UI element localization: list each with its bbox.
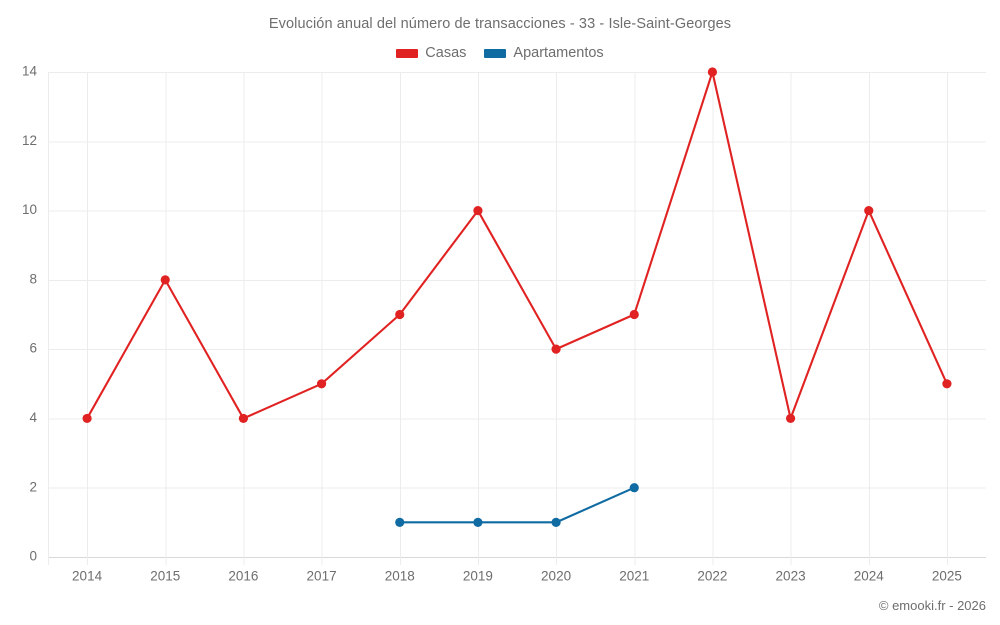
series-line-apartamentos xyxy=(398,486,636,524)
data-series-layer xyxy=(82,67,952,527)
x-axis-tick-label: 2015 xyxy=(150,569,180,584)
x-axis-tick-label: 2021 xyxy=(619,569,649,584)
copyright-credit: © emooki.fr - 2026 xyxy=(878,598,986,613)
gridlines xyxy=(48,72,986,565)
data-point-casas[interactable] xyxy=(551,344,561,354)
data-point-apartamentos[interactable] xyxy=(629,483,639,493)
x-axis-tick-label: 2017 xyxy=(307,569,337,584)
data-point-casas[interactable] xyxy=(785,413,796,424)
legend-swatch-casas xyxy=(396,48,419,58)
data-point-casas[interactable] xyxy=(395,309,405,320)
data-point-casas[interactable] xyxy=(82,413,92,424)
x-axis-tick-label: 2016 xyxy=(228,569,258,584)
data-point-casas[interactable] xyxy=(160,275,170,285)
x-axis-tick-label: 2019 xyxy=(463,569,493,584)
x-axis-tick-label: 2022 xyxy=(697,569,727,584)
data-point-casas[interactable] xyxy=(473,205,483,216)
y-axis-tick-label: 10 xyxy=(22,202,37,217)
x-axis-tick-labels: 2014 2015 2016 2017 2018 2019 2020 2021 2022 2023… xyxy=(72,569,962,584)
legend-swatch-apartamentos xyxy=(484,48,507,58)
y-axis-tick-label: 4 xyxy=(29,410,37,425)
data-point-apartamentos[interactable] xyxy=(395,517,405,527)
y-axis-tick-label: 2 xyxy=(29,479,37,494)
y-axis-tick-label: 8 xyxy=(29,271,37,286)
x-axis-tick-label: 2023 xyxy=(776,569,806,584)
x-axis-tick-label: 2025 xyxy=(932,569,962,584)
legend-label-casas: Casas xyxy=(425,45,467,61)
data-point-casas[interactable] xyxy=(864,205,874,216)
data-point-apartamentos[interactable] xyxy=(551,517,561,527)
legend-item-casas[interactable]: Casas xyxy=(396,45,466,61)
chart-legend: Casas Apartamentos xyxy=(0,45,1000,61)
legend-item-apartamentos[interactable]: Apartamentos xyxy=(484,45,604,61)
y-axis-tick-label: 6 xyxy=(29,341,37,356)
data-point-apartamentos[interactable] xyxy=(473,517,483,527)
y-axis-tick-label: 0 xyxy=(29,549,37,564)
series-line-casas xyxy=(86,70,948,420)
data-point-casas[interactable] xyxy=(942,379,952,389)
legend-label-apartamentos: Apartamentos xyxy=(513,45,604,61)
x-axis-tick-label: 2020 xyxy=(541,569,571,584)
data-point-casas[interactable] xyxy=(629,309,639,320)
y-axis-tick-label: 14 xyxy=(22,64,38,79)
x-axis-tick-label: 2018 xyxy=(385,569,415,584)
y-axis-tick-labels: 0 2 4 6 8 10 12 14 xyxy=(22,64,38,564)
data-point-casas[interactable] xyxy=(707,67,718,77)
chart-title: Evolución anual del número de transaccio… xyxy=(268,16,732,32)
data-point-casas[interactable] xyxy=(316,379,327,389)
x-axis-tick-label: 2024 xyxy=(854,569,885,584)
y-axis-tick-label: 12 xyxy=(22,133,37,148)
x-axis-tick-label: 2014 xyxy=(72,569,103,584)
data-point-casas[interactable] xyxy=(238,413,249,424)
